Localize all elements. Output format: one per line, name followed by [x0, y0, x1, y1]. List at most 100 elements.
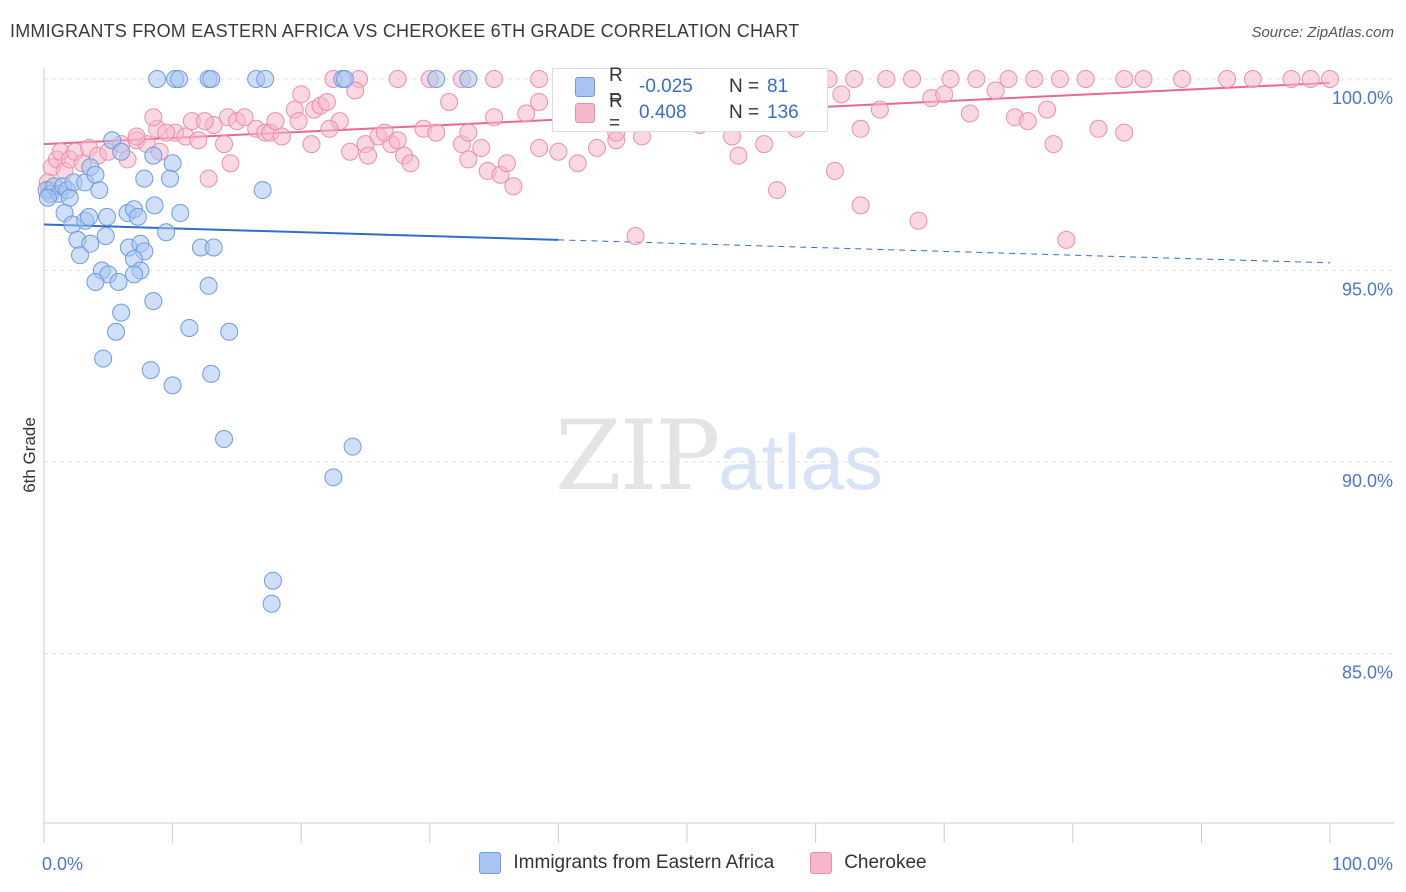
cherokee-point: [497, 154, 516, 173]
eastern-africa-point: [96, 227, 115, 246]
eastern-africa-point: [144, 292, 163, 311]
legend-item-eastern-africa[interactable]: Immigrants from Eastern Africa: [479, 852, 774, 874]
y-tick-label: 90.0%: [1342, 471, 1393, 491]
eastern-africa-point: [128, 207, 147, 226]
legend-n-value: 81: [767, 76, 789, 97]
cherokee-point: [459, 123, 478, 142]
legend-r-label: R =: [609, 91, 623, 134]
cherokee-point: [341, 142, 360, 161]
legend-swatch-cherokee: [810, 852, 833, 874]
cherokee-point: [1089, 119, 1108, 138]
eastern-africa-point: [161, 169, 180, 188]
eastern-africa-point: [141, 361, 160, 380]
legend-n-value: 136: [767, 102, 799, 123]
cherokee-point: [909, 211, 928, 230]
cherokee-point: [215, 135, 234, 154]
cherokee-point: [1173, 70, 1192, 88]
cherokee-point: [903, 70, 922, 88]
eastern-africa-point: [71, 246, 90, 265]
cherokee-point: [941, 70, 960, 88]
cherokee-point: [388, 131, 407, 150]
eastern-africa-point: [94, 349, 113, 368]
cherokee-point: [440, 92, 459, 111]
eastern-africa-point: [202, 364, 221, 383]
eastern-africa-point: [107, 322, 126, 341]
eastern-africa-point: [324, 468, 343, 487]
cherokee-point: [768, 181, 787, 200]
cherokee-point: [1134, 70, 1153, 88]
cherokee-point: [587, 138, 606, 157]
cherokee-point: [272, 127, 291, 146]
eastern-africa-point: [180, 318, 199, 337]
cherokee-point: [189, 131, 208, 150]
cherokee-point: [127, 127, 146, 146]
eastern-africa-point: [112, 142, 131, 161]
grid-lines: [44, 78, 1395, 654]
cherokee-point: [1218, 70, 1237, 88]
eastern-africa-point: [171, 204, 190, 223]
cherokee-point: [1321, 70, 1339, 88]
eastern-africa-point: [80, 207, 99, 226]
y-axis-title: 6th Grade: [20, 417, 39, 493]
cherokee-point: [530, 70, 549, 88]
cherokee-point: [870, 100, 889, 119]
cherokee-point: [1115, 123, 1134, 142]
cherokee-point: [517, 104, 536, 123]
cherokee-point: [1115, 70, 1134, 88]
eastern-africa-point: [135, 169, 154, 188]
eastern-africa-point: [148, 70, 167, 88]
cherokee-point: [1050, 70, 1069, 88]
cherokee-point: [967, 70, 986, 88]
cherokee-point: [1057, 230, 1076, 249]
cherokee-point: [1301, 70, 1320, 88]
trend-line-blue: [43, 223, 559, 241]
x-tick-label: 0.0%: [42, 854, 83, 874]
legend-swatch-blue: [575, 77, 595, 97]
cherokee-point: [485, 70, 504, 88]
cherokee-point: [235, 108, 254, 127]
eastern-africa-point: [163, 376, 182, 395]
cherokee-point: [427, 123, 446, 142]
cherokee-point: [999, 70, 1018, 88]
cherokee-point: [157, 123, 176, 142]
cherokee-point: [1025, 70, 1044, 88]
cherokee-point: [729, 146, 748, 165]
eastern-africa-point: [253, 181, 272, 200]
cherokee-point: [825, 161, 844, 180]
legend-n-label: N =: [729, 102, 760, 123]
eastern-africa-point: [125, 265, 144, 284]
eastern-africa-points: [37, 70, 478, 613]
x-tick-label: 100.0%: [1332, 854, 1393, 874]
cherokee-point: [1044, 135, 1063, 154]
legend-swatch-pink: [575, 103, 595, 123]
cherokee-point: [459, 150, 478, 169]
watermark-zip: ZIP: [555, 400, 720, 512]
eastern-africa-point: [215, 430, 234, 449]
eastern-africa-point: [144, 146, 163, 165]
cherokee-point: [832, 85, 851, 104]
cherokee-point: [935, 85, 954, 104]
eastern-africa-point: [98, 207, 117, 226]
eastern-africa-point: [459, 70, 478, 88]
cherokee-point: [195, 112, 214, 131]
eastern-africa-point: [81, 234, 100, 253]
eastern-africa-point: [157, 223, 176, 242]
eastern-africa-point: [220, 322, 239, 341]
y-tick-label: 95.0%: [1342, 280, 1393, 300]
chart-title: IMMIGRANTS FROM EASTERN AFRICA VS CHEROK…: [10, 21, 800, 41]
cherokee-point: [504, 177, 523, 196]
eastern-africa-point: [86, 272, 105, 291]
cherokee-point: [1018, 112, 1037, 131]
cherokee-point: [530, 92, 549, 111]
cherokee-point: [388, 70, 407, 88]
cherokee-point: [292, 85, 311, 104]
y-tick-label: 85.0%: [1342, 663, 1393, 683]
source-label[interactable]: Source: ZipAtlas.com: [1251, 24, 1394, 41]
cherokee-point: [877, 70, 896, 88]
legend-item-cherokee[interactable]: Cherokee: [810, 852, 927, 874]
eastern-africa-point: [163, 154, 182, 173]
eastern-africa-point: [202, 70, 221, 88]
eastern-africa-point: [170, 70, 189, 88]
cherokee-point: [851, 119, 870, 138]
